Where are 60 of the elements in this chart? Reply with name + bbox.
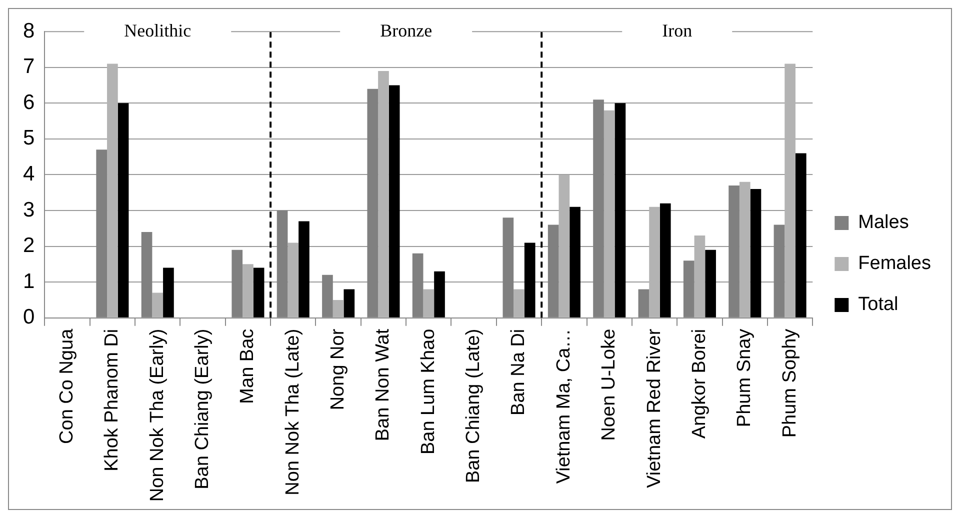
bar [163, 268, 174, 318]
bar [332, 300, 344, 318]
y-tick-label: 6 [22, 90, 35, 114]
bar [514, 289, 524, 318]
x-tick-label: Man Bac [237, 328, 258, 404]
x-tick-label: Vietnam Ma, Ca… [553, 328, 574, 484]
y-tick-label: 4 [22, 162, 35, 186]
bar [288, 242, 299, 318]
bar [524, 242, 536, 318]
bar [152, 292, 164, 318]
x-tick-label: Phum Sophy [779, 328, 800, 438]
x-tick-label: Vietnam Red River [644, 328, 665, 488]
annotation: Iron [662, 20, 692, 40]
x-tick-label: Ban Non Wat [372, 328, 394, 442]
y-tick-label: 1 [22, 270, 35, 293]
bar [388, 85, 400, 318]
bar [570, 206, 580, 318]
y-tick-label: 7 [22, 55, 35, 78]
bar [434, 271, 445, 318]
bar [649, 206, 660, 318]
bar [423, 289, 434, 318]
x-tick-label: Non Nok Tha (Early) [146, 328, 168, 502]
x-tick-label: Khok Phanom Di [102, 328, 123, 472]
bar [614, 103, 626, 318]
x-tick-label: Ban Chiang (Late) [463, 328, 484, 484]
bar [705, 250, 716, 318]
x-tick-label: Ban Lum Khao [418, 328, 439, 455]
bar [660, 203, 671, 318]
bar [784, 64, 796, 318]
legend-label: Males [858, 212, 909, 234]
x-tick-label: Nong Nor [328, 328, 349, 410]
bar [604, 110, 615, 318]
y-tick-label: 3 [22, 198, 35, 222]
y-tick-label: 8 [22, 19, 35, 42]
bar [344, 289, 355, 318]
annotation: Bronze [380, 20, 432, 40]
bar [242, 264, 254, 318]
legend-label: Total [858, 294, 898, 316]
x-tick-label: Ban Na Di [508, 328, 530, 416]
x-tick-label: Angkor Borei [688, 328, 710, 439]
annotation: Neolithic [124, 20, 192, 40]
x-tick-label: Phum Snay [734, 328, 756, 428]
y-tick-label: 0 [22, 306, 35, 329]
x-tick-label: Con Co Ngua [56, 328, 78, 444]
bar [253, 268, 264, 318]
bar [795, 153, 806, 318]
bar [118, 103, 129, 318]
y-tick-label: 2 [22, 234, 35, 258]
bar [378, 70, 389, 318]
bar [298, 221, 310, 318]
legend-label: Females [858, 253, 932, 274]
bar [694, 236, 706, 318]
bar [739, 182, 750, 318]
bar [107, 64, 118, 318]
bar [558, 174, 570, 318]
x-tick-label: Non Nok Tha (Late) [282, 328, 304, 496]
bar [750, 189, 762, 318]
x-tick-label: Noen U-Loke [598, 328, 620, 441]
x-tick-label: Ban Chiang (Early) [192, 328, 214, 490]
y-tick-label: 5 [22, 126, 35, 150]
